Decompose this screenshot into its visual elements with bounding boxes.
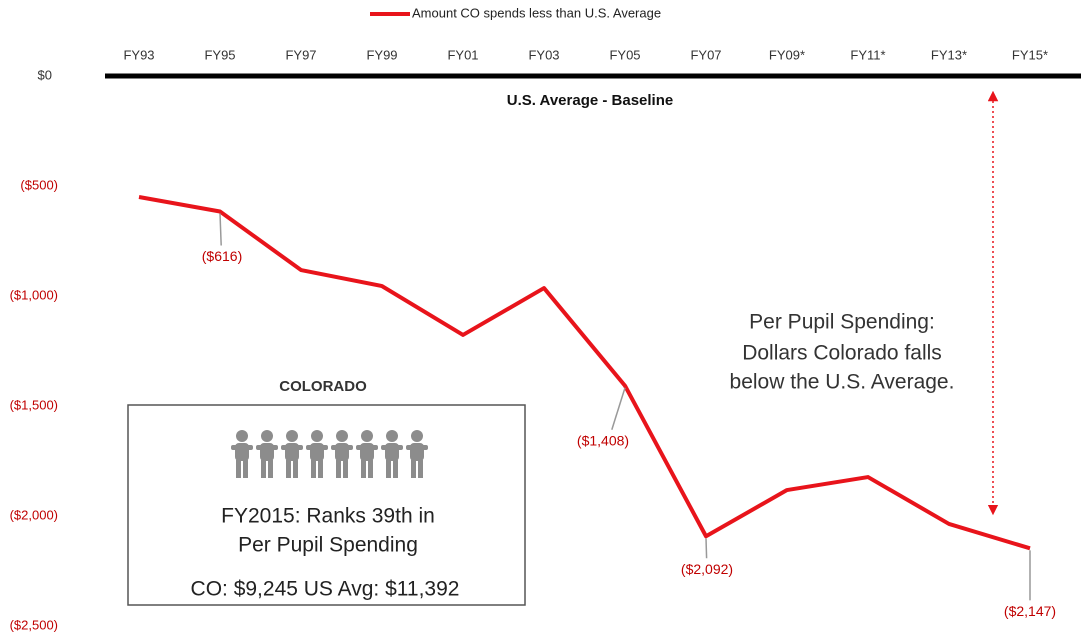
annotation: Per Pupil Spending: (749, 311, 935, 334)
box-footer: CO: $9,245 US Avg: $11,392 (191, 578, 460, 601)
annotation: below the U.S. Average. (730, 371, 955, 394)
y-tick-label: ($2,000) (10, 507, 58, 522)
leader-line (611, 387, 626, 430)
baseline-label: U.S. Average - Baseline (507, 92, 673, 109)
x-tick-label: FY09* (769, 47, 805, 62)
x-tick-label: FY03 (528, 47, 559, 62)
y-tick-label: $0 (38, 67, 52, 82)
x-tick-label: FY13* (931, 47, 967, 62)
y-tick-label: ($500) (20, 177, 58, 192)
box-line: FY2015: Ranks 39th in (221, 505, 435, 528)
leader-line (705, 538, 708, 559)
info-box (127, 404, 526, 606)
line (138, 195, 1031, 551)
x-tick-label: FY15* (1012, 47, 1048, 62)
box-title: COLORADO (279, 378, 367, 395)
y-tick-label: ($1,000) (10, 287, 58, 302)
data-label: ($2,092) (681, 561, 733, 577)
x-tick-label: FY95 (204, 47, 235, 62)
x-tick-label: FY93 (123, 47, 154, 62)
y-tick-label: ($2,500) (10, 617, 58, 632)
box-line: Per Pupil Spending (238, 534, 418, 557)
legend-label: Amount CO spends less than U.S. Average (412, 5, 661, 20)
x-tick-label: FY07 (690, 47, 721, 62)
data-label: ($2,147) (1004, 603, 1056, 619)
leader-line (219, 213, 222, 246)
x-tick-label: FY99 (366, 47, 397, 62)
y-tick-label: ($1,500) (10, 397, 58, 412)
x-tick-label: FY01 (447, 47, 478, 62)
x-tick-label: FY97 (285, 47, 316, 62)
data-label: ($616) (202, 248, 242, 264)
annotation: Dollars Colorado falls (742, 342, 942, 365)
data-label: ($1,408) (577, 432, 629, 448)
x-tick-label: FY05 (609, 47, 640, 62)
x-tick-label: FY11* (850, 47, 885, 62)
